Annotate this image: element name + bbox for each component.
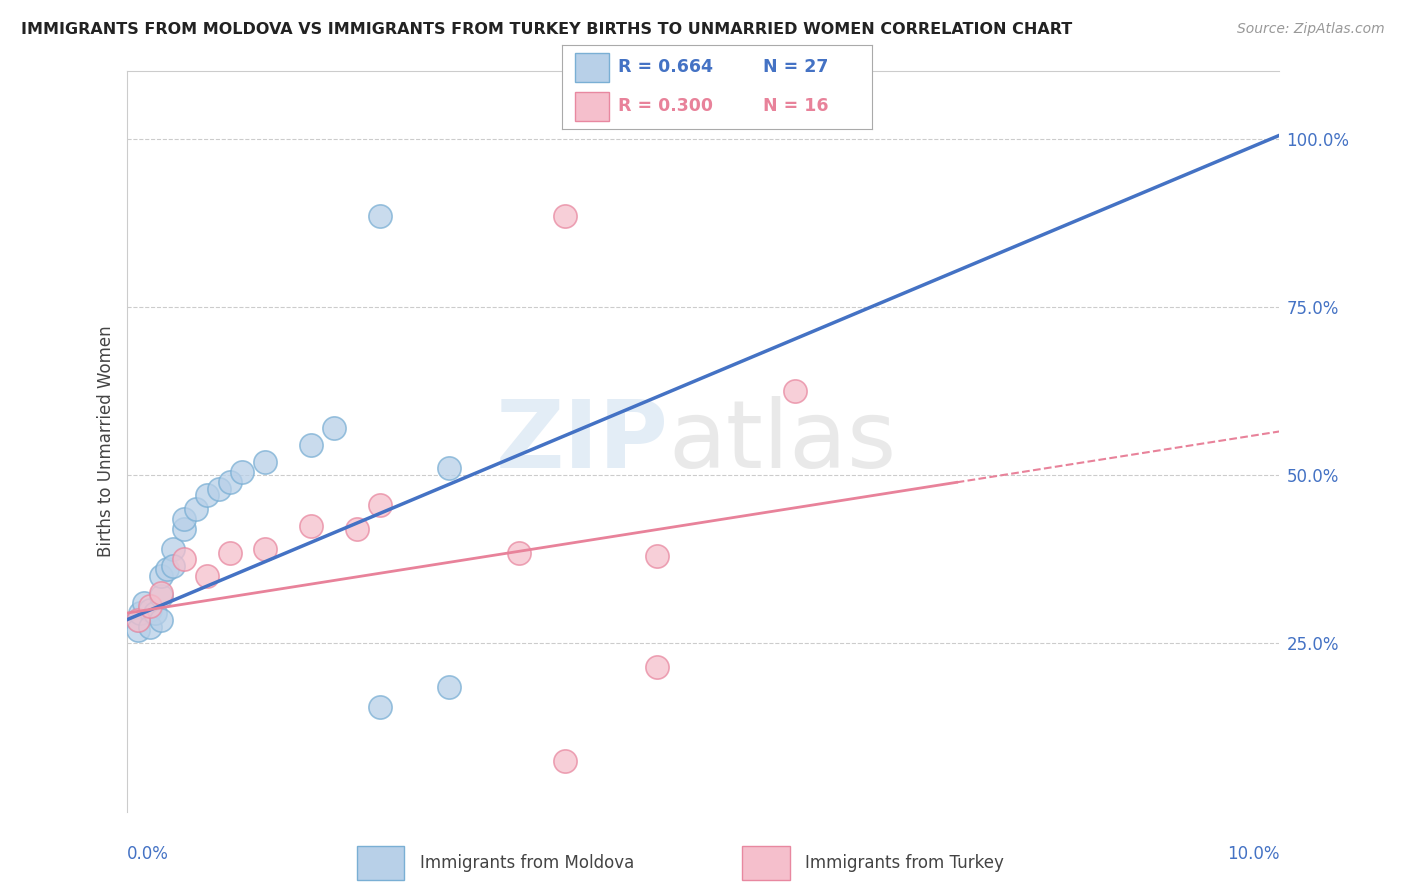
Text: 0.0%: 0.0% [127,845,169,863]
Point [346,522,368,536]
Text: Immigrants from Turkey: Immigrants from Turkey [806,854,1004,872]
Point [645,549,668,563]
Point [253,542,276,557]
Point [162,542,184,557]
Point [145,606,166,620]
Point [645,660,668,674]
Point [439,680,461,694]
Point [132,596,155,610]
Point [138,599,160,614]
Text: N = 27: N = 27 [763,59,828,77]
Point [127,623,149,637]
Point [150,569,173,583]
Point [368,700,391,714]
Bar [357,846,404,880]
Point [554,209,576,223]
Text: R = 0.300: R = 0.300 [619,97,713,115]
Point [184,501,207,516]
Point [253,455,276,469]
Bar [575,92,609,120]
Point [138,603,160,617]
Point [439,461,461,475]
Bar [575,54,609,82]
Point [127,613,149,627]
Point [219,546,242,560]
Point [508,546,530,560]
Point [368,499,391,513]
Point [368,209,391,223]
Y-axis label: Births to Unmarried Women: Births to Unmarried Women [97,326,115,558]
Point [195,488,218,502]
Point [129,606,152,620]
Point [208,482,231,496]
Point [127,613,149,627]
Text: Immigrants from Moldova: Immigrants from Moldova [419,854,634,872]
Text: Source: ZipAtlas.com: Source: ZipAtlas.com [1237,22,1385,37]
Point [138,619,160,633]
Text: N = 16: N = 16 [763,97,830,115]
Point [195,569,218,583]
Point [173,552,195,566]
Point [173,522,195,536]
Point [299,518,322,533]
Text: 10.0%: 10.0% [1227,845,1279,863]
Point [219,475,242,489]
Point [299,438,322,452]
Point [150,590,173,604]
Point [785,384,807,398]
Point [150,613,173,627]
Point [554,754,576,768]
Point [173,512,195,526]
Point [156,562,179,576]
Point [150,586,173,600]
Point [323,421,346,435]
Text: IMMIGRANTS FROM MOLDOVA VS IMMIGRANTS FROM TURKEY BIRTHS TO UNMARRIED WOMEN CORR: IMMIGRANTS FROM MOLDOVA VS IMMIGRANTS FR… [21,22,1073,37]
Text: R = 0.664: R = 0.664 [619,59,713,77]
Point [231,465,253,479]
Point [162,559,184,574]
Text: atlas: atlas [668,395,897,488]
Bar [742,846,790,880]
Text: ZIP: ZIP [495,395,668,488]
